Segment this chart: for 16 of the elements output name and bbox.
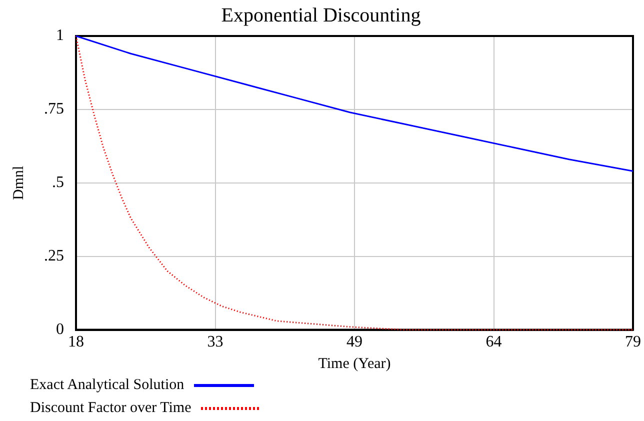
chart-title: Exponential Discounting [221,4,421,26]
y-tick-label: 0 [56,321,64,338]
legend-label: Discount Factor over Time [30,400,192,417]
x-tick-label: 33 [207,334,224,351]
y-tick-label: 1 [56,27,64,44]
x-tick-label: 49 [346,334,362,351]
x-tick-label: 64 [486,334,502,351]
y-tick-label: .5 [52,174,64,192]
line-series [75,35,634,331]
y-tick-label: .25 [44,248,64,265]
x-axis-title: Time (Year) [318,356,391,372]
legend-label: Exact Analytical Solution [30,377,184,394]
y-axis-title: Dmnl [10,166,27,200]
x-tick-label: 18 [68,334,84,351]
x-tick-label: 79 [625,334,641,351]
y-tick-label: .75 [44,100,64,118]
